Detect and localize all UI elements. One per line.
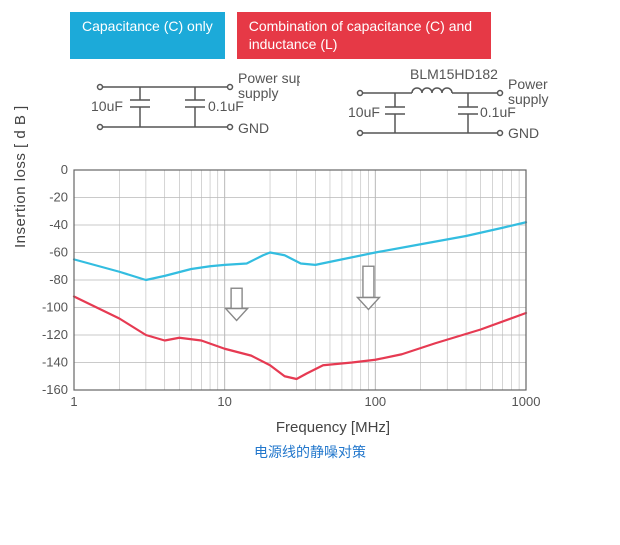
svg-text:1000: 1000 xyxy=(512,394,541,409)
tag-capacitance-only: Capacitance (C) only xyxy=(70,12,225,59)
caption: 电源线的静噪对策 xyxy=(10,442,610,462)
svg-text:-160: -160 xyxy=(42,382,68,397)
tags-row: Capacitance (C) only Combination of capa… xyxy=(70,12,610,59)
svg-text:10: 10 xyxy=(217,394,231,409)
label-inductor: BLM15HD182 xyxy=(410,67,498,82)
label-gnd: GND xyxy=(508,125,539,141)
svg-text:-140: -140 xyxy=(42,355,68,370)
svg-text:0: 0 xyxy=(61,162,68,177)
svg-text:-80: -80 xyxy=(49,272,68,287)
svg-text:supply: supply xyxy=(238,85,278,101)
tag-combination-cl: Combination of capacitance (C) and induc… xyxy=(237,12,491,59)
svg-text:1: 1 xyxy=(70,394,77,409)
y-axis-label: Insertion loss [ d B ] xyxy=(12,105,29,248)
label-gnd: GND xyxy=(238,120,269,136)
circuit-c-only-svg: Power supply supply 10uF 0.1uF GND xyxy=(80,67,300,153)
svg-text:-120: -120 xyxy=(42,327,68,342)
circuit-c-l: BLM15HD182 xyxy=(340,67,580,156)
circuit-c-only: Power supply supply 10uF 0.1uF GND xyxy=(80,67,300,156)
label-power: Power supply xyxy=(238,70,300,86)
circuits-row: Power supply supply 10uF 0.1uF GND BLM15… xyxy=(80,67,610,156)
chart-container: Insertion loss [ d B ] 0-20-40-60-80-100… xyxy=(16,160,610,436)
label-c1: 10uF xyxy=(348,104,380,120)
svg-text:-40: -40 xyxy=(49,217,68,232)
circuit-c-l-svg: BLM15HD182 xyxy=(340,67,580,153)
svg-text:-100: -100 xyxy=(42,300,68,315)
svg-text:-60: -60 xyxy=(49,245,68,260)
label-c1: 10uF xyxy=(91,98,123,114)
label-c2: 0.1uF xyxy=(480,104,516,120)
label-c2: 0.1uF xyxy=(208,98,244,114)
label-power: Power xyxy=(508,76,548,92)
insertion-loss-chart: 0 -20 -40 -60 -80 -100 -120 -140 -1601 10 100 1000 xyxy=(16,160,576,412)
x-axis-label: Frequency [MHz] xyxy=(56,419,610,436)
svg-text:-20: -20 xyxy=(49,190,68,205)
caption-text: 电源线的静噪对策 xyxy=(254,444,366,460)
svg-text:100: 100 xyxy=(364,394,386,409)
